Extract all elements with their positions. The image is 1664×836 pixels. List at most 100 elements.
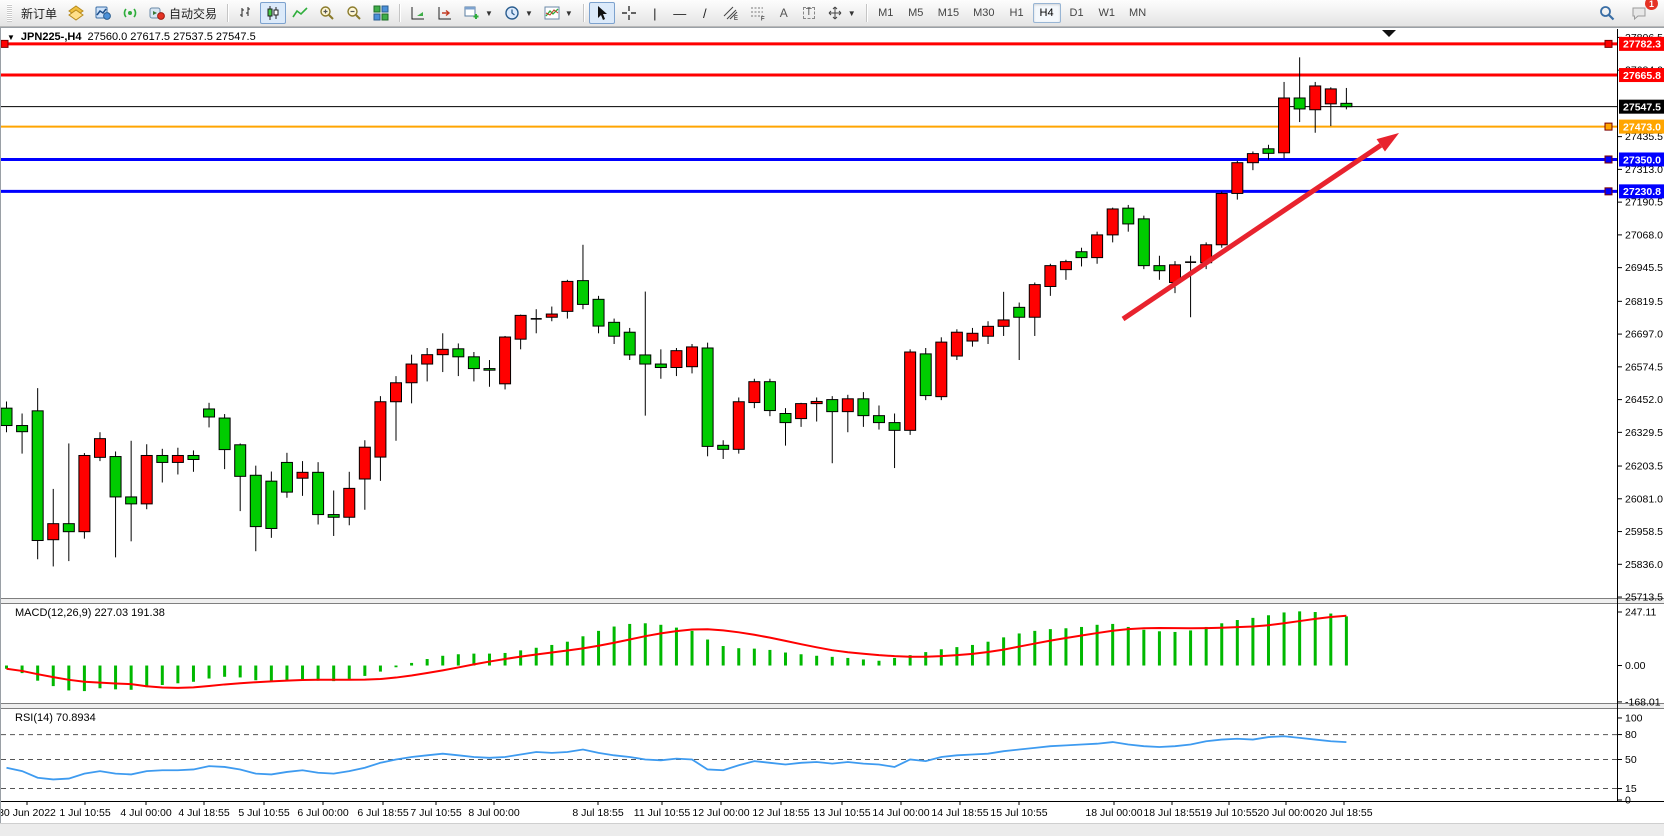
- chart-marker-triangle[interactable]: [1382, 30, 1396, 37]
- trendline-tool-button[interactable]: /: [693, 2, 717, 24]
- timeframe-m30-button[interactable]: M30: [973, 7, 995, 19]
- date-label: 8 Jul 00:00: [468, 807, 520, 819]
- indicators-button[interactable]: ▼: [539, 2, 578, 24]
- date-label: 14 Jul 18:55: [931, 807, 988, 819]
- cursor-tool-button[interactable]: [588, 2, 615, 24]
- svg-text:27782.3: 27782.3: [1623, 39, 1661, 51]
- candle-body: [265, 480, 278, 529]
- new-chart-button[interactable]: ▼: [459, 2, 498, 24]
- horizontal-line-tool-button[interactable]: —: [668, 2, 692, 24]
- timeframe-h4-button[interactable]: H4: [1032, 3, 1061, 23]
- candle-body: [1215, 192, 1228, 246]
- chart-title: ▼ JPN225-,H4 27560.0 27617.5 27537.5 275…: [7, 31, 256, 43]
- chart-dropdown-icon[interactable]: ▼: [7, 32, 15, 42]
- candle-body: [654, 363, 667, 369]
- auto-scroll-button[interactable]: [405, 2, 431, 24]
- candlestick-mode-button[interactable]: [260, 2, 287, 24]
- fibonacci-icon: F: [750, 7, 765, 21]
- candle-body: [1028, 284, 1041, 318]
- bar-chart-mode-button[interactable]: [233, 2, 259, 24]
- line-chart-mode-button[interactable]: [287, 2, 313, 24]
- chart-canvas[interactable]: 27806.527684.027435.527313.027190.527068…: [1, 28, 1664, 824]
- candle-body: [1293, 97, 1306, 110]
- strategy-tester-button[interactable]: [90, 2, 116, 24]
- timeframe-m15-button[interactable]: M15: [937, 7, 960, 19]
- timeframe-w1-button[interactable]: W1: [1098, 7, 1116, 19]
- line-handle[interactable]: [1604, 187, 1613, 196]
- candle-body: [982, 325, 995, 337]
- candle-body: [935, 341, 948, 398]
- trend-arrow-line[interactable]: [1121, 143, 1383, 322]
- trend-arrow-head[interactable]: [1376, 133, 1399, 152]
- candle-body: [1278, 97, 1291, 154]
- svg-text:26945.5: 26945.5: [1625, 262, 1663, 274]
- period-clock-button[interactable]: ▼: [499, 2, 538, 24]
- timeframe-m5-button[interactable]: M5: [908, 7, 924, 19]
- pane-separator[interactable]: [1, 598, 1664, 604]
- candle-body: [483, 368, 496, 371]
- svg-text:26574.5: 26574.5: [1625, 361, 1663, 373]
- pane-separator[interactable]: [1, 703, 1664, 709]
- date-label: 13 Jul 10:55: [813, 807, 870, 819]
- market-watch-button[interactable]: [63, 2, 89, 24]
- notifications-button[interactable]: 1: [1626, 0, 1658, 24]
- candle-body: [171, 454, 184, 463]
- candle-body: [670, 350, 683, 369]
- text-label-tool-button[interactable]: T: [797, 2, 821, 24]
- tile-windows-icon: [373, 5, 389, 21]
- auto-trading-button[interactable]: 自动交易: [144, 2, 222, 24]
- line-handle[interactable]: [1604, 122, 1613, 131]
- candle-body: [1106, 208, 1119, 236]
- price-badges: 27782.3 27665.8 27547.5 27473.0 27350.0 27230…: [1619, 36, 1664, 199]
- arrows-tool-button[interactable]: ▼: [822, 2, 861, 24]
- crosshair-tool-button[interactable]: [616, 2, 642, 24]
- svg-text:100: 100: [1625, 712, 1643, 724]
- timeframe-mn-button[interactable]: MN: [1129, 7, 1147, 19]
- line-handle[interactable]: [1604, 39, 1613, 48]
- signals-button[interactable]: [117, 2, 143, 24]
- search-icon: [1600, 6, 1615, 21]
- toolbar-grip[interactable]: [7, 4, 12, 22]
- candle-body: [187, 454, 200, 460]
- date-label: 4 Jul 18:55: [178, 807, 230, 819]
- new-order-button[interactable]: 新订单: [16, 2, 62, 24]
- fibonacci-tool-button[interactable]: F: [745, 2, 771, 24]
- date-label: 6 Jul 00:00: [297, 807, 349, 819]
- candle-body: [1122, 207, 1135, 225]
- candle-body: [514, 314, 527, 340]
- market-watch-icon: [68, 5, 84, 21]
- bar-chart-icon: [240, 7, 251, 17]
- date-label: 15 Jul 10:55: [990, 807, 1047, 819]
- candle-body: [358, 446, 371, 480]
- candle-body: [280, 461, 293, 493]
- text-tool-button[interactable]: A: [772, 2, 796, 24]
- zoom-out-button[interactable]: [341, 2, 367, 24]
- tile-windows-button[interactable]: [368, 2, 394, 24]
- chart-ohlc-values: 27560.0 27617.5 27537.5 27547.5: [87, 31, 256, 43]
- svg-text:-168.01: -168.01: [1625, 696, 1661, 708]
- date-label: 1 Jul 10:55: [59, 807, 111, 819]
- chart-shift-button[interactable]: [432, 2, 458, 24]
- timeframe-m1-button[interactable]: M1: [878, 7, 894, 19]
- channel-tool-button[interactable]: E: [718, 2, 744, 24]
- timeframe-d1-button[interactable]: D1: [1069, 7, 1084, 19]
- candles: [1, 57, 1353, 567]
- candle-body: [1075, 251, 1088, 259]
- tester-icon: [95, 6, 111, 20]
- main-toolbar: 新订单 自动交易: [0, 0, 1664, 27]
- candle-body: [1137, 218, 1150, 267]
- line-handle[interactable]: [1604, 155, 1613, 164]
- svg-text:25713.5: 25713.5: [1625, 592, 1663, 604]
- candle-body: [327, 514, 340, 518]
- zoom-in-button[interactable]: [314, 2, 340, 24]
- date-label: 7 Jul 10:55: [410, 807, 462, 819]
- candle-body: [545, 313, 558, 318]
- toolbar-separator: [399, 4, 401, 22]
- timeframe-h1-button[interactable]: H1: [1009, 7, 1024, 19]
- candle-body: [1091, 234, 1104, 259]
- vertical-line-tool-button[interactable]: |: [643, 2, 667, 24]
- search-button[interactable]: [1594, 2, 1620, 24]
- date-label: 5 Jul 10:55: [238, 807, 290, 819]
- candle-body: [1013, 306, 1026, 318]
- line-handle[interactable]: [1, 39, 9, 48]
